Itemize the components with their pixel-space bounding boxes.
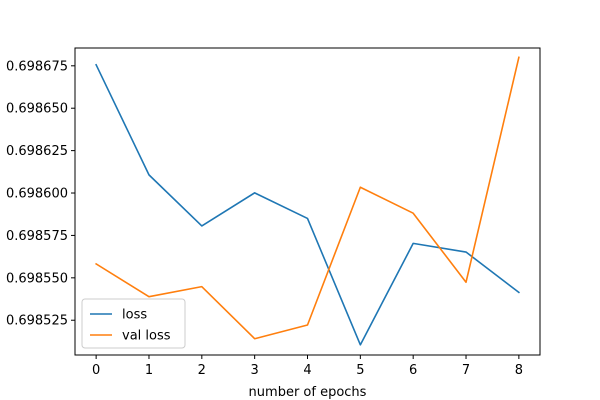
y-tick-label: 0.698525 [6, 314, 68, 329]
legend-label: loss [122, 308, 147, 323]
y-tick-label: 0.698575 [6, 229, 68, 244]
y-tick-label: 0.698600 [6, 187, 68, 202]
y-tick-label: 0.698625 [6, 144, 68, 159]
y-tick-label: 0.698550 [6, 271, 68, 286]
x-tick-label: 6 [409, 363, 417, 378]
series-layer [95, 56, 520, 346]
legend-label: val loss [122, 329, 171, 344]
x-tick-label: 1 [145, 363, 153, 378]
x-tick-label: 4 [303, 363, 311, 378]
x-axis-ticks: 0 1 2 3 4 5 6 7 8 [92, 355, 523, 378]
x-tick-label: 2 [198, 363, 206, 378]
series-line-loss [95, 63, 520, 346]
legend: loss val loss [81, 298, 186, 349]
series-line-val-loss [95, 56, 520, 340]
y-tick-label: 0.698650 [6, 102, 68, 117]
x-tick-label: 8 [515, 363, 523, 378]
x-tick-label: 3 [251, 363, 259, 378]
x-tick-label: 5 [356, 363, 364, 378]
x-tick-label: 7 [462, 363, 470, 378]
x-tick-label: 0 [92, 363, 100, 378]
y-axis-ticks: 0.698525 0.698550 0.698575 0.698600 0.698625… [6, 59, 75, 329]
x-axis-label: number of epochs [249, 385, 367, 400]
y-tick-label: 0.698675 [6, 59, 68, 74]
